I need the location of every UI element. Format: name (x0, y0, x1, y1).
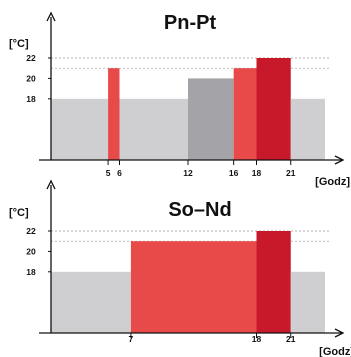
chart-title: Pn-Pt (164, 12, 217, 34)
bar-segment (233, 68, 257, 160)
y-tick-label: 20 (26, 246, 36, 256)
bar-segment (290, 98, 325, 160)
y-axis-arrow (46, 179, 56, 190)
bar-segment (188, 78, 234, 160)
bar-segment (256, 58, 291, 160)
y-tick-label: 22 (26, 53, 36, 63)
x-tick-label: 7 (129, 334, 134, 344)
x-tick-label: 16 (229, 168, 239, 178)
x-axis-arrow (334, 155, 345, 165)
y-tick-label: 18 (26, 94, 36, 104)
x-tick-label: 5 (106, 168, 111, 178)
y-axis-unit-label: [°C] (9, 38, 29, 50)
bar-segment (130, 241, 257, 333)
y-axis-arrow (46, 11, 56, 22)
x-tick-label: 12 (183, 168, 193, 178)
x-axis-title: [Godz] (319, 346, 351, 357)
x-tick-label: 18 (252, 334, 262, 344)
bar-segment (119, 98, 188, 160)
x-tick-label: 21 (286, 168, 296, 178)
x-axis-arrow (334, 328, 345, 338)
y-axis-unit-label: [°C] (9, 207, 29, 219)
bar-segment (51, 98, 109, 160)
chart-title: So–Nd (168, 199, 231, 221)
x-tick-label: 18 (252, 168, 262, 178)
bar-segment (51, 271, 131, 333)
x-axis-title: [Godz] (315, 176, 350, 188)
x-tick-label: 6 (117, 168, 122, 178)
y-tick-label: 20 (26, 73, 36, 83)
y-tick-label: 22 (26, 226, 36, 236)
bar-segment (290, 271, 325, 333)
y-tick-label: 18 (26, 267, 36, 277)
bar-segment (108, 68, 120, 160)
bar-segment (256, 231, 291, 333)
x-tick-label: 21 (286, 334, 296, 344)
